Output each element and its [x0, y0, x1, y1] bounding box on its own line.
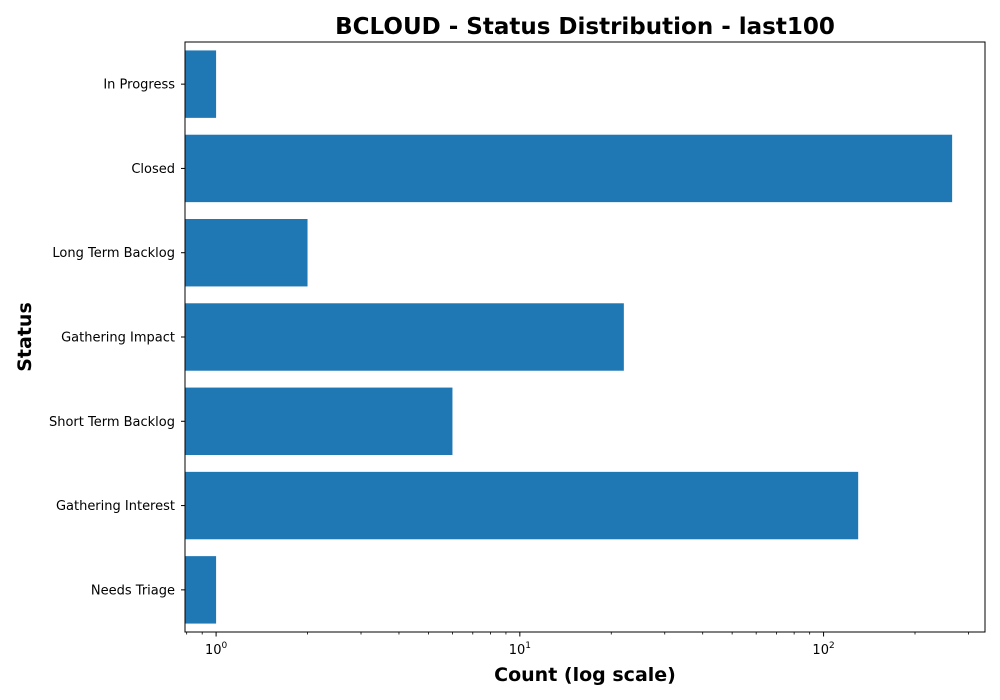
y-tick-label: Needs Triage — [91, 583, 175, 598]
bar-closed — [185, 134, 953, 203]
x-tick-label: 102 — [812, 641, 834, 658]
y-tick-label: Gathering Impact — [61, 331, 175, 346]
bar-short-term-backlog — [185, 387, 453, 455]
bar-needs-triage — [185, 556, 217, 624]
y-axis-ticks: In Progress Closed Long Term Backlog Gather… — [49, 78, 185, 598]
y-tick-label: Gathering Interest — [56, 499, 175, 514]
bar-in-progress — [185, 50, 217, 118]
y-tick-label: Long Term Backlog — [52, 246, 175, 261]
y-tick-label: Closed — [131, 162, 175, 177]
bar-gathering-interest — [185, 471, 859, 540]
bar-long-term-backlog — [185, 219, 308, 287]
plot-frame — [184, 41, 986, 633]
chart-title: BCLOUD - Status Distribution - last100 — [335, 14, 835, 40]
y-axis-label: Status — [14, 302, 36, 372]
bars-group — [185, 50, 953, 624]
x-axis-ticks: 100 101 102 — [186, 632, 969, 658]
x-tick-label: 100 — [205, 641, 228, 658]
x-tick-label: 101 — [509, 641, 531, 658]
bar-gathering-impact — [185, 303, 624, 371]
y-tick-label: Short Term Backlog — [49, 415, 175, 430]
y-tick-label: In Progress — [103, 78, 175, 93]
x-axis-label: Count (log scale) — [494, 664, 676, 686]
